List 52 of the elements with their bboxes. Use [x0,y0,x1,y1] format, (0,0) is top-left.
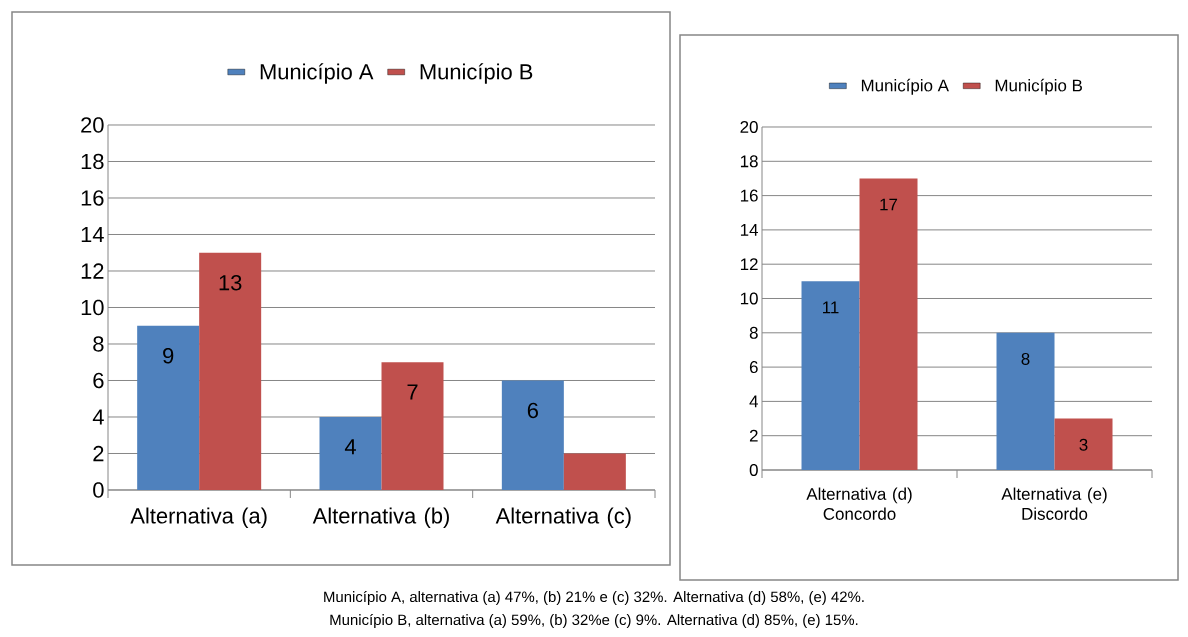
y-tick-label: 18 [81,153,104,170]
y-tick-label: 2 [749,429,758,442]
data-label: 17 [880,198,898,211]
y-tick-label: 14 [81,226,104,243]
text: Município A, alternativa (a) 47%, (b) 21% e (c) 32%. Alternativa (d) 58%, (e) 42%. [324,590,864,606]
y-tick-label: 6 [93,372,104,389]
y-tick-label: 6 [749,361,758,374]
legend-label: Município B [420,63,533,84]
y-tick-label: 8 [93,336,104,352]
bar [381,362,444,490]
y-tick-label: 12 [81,263,104,279]
data-label: 8 [1021,353,1030,365]
y-tick-label: 10 [81,299,104,316]
legend-label: Município B [995,78,1082,95]
text: Município B, alternativa (a) 59%, (b) 32%e (c) 9%. Alternativa (d) 85%, (e) 15%. [330,613,858,629]
y-tick-label: 20 [81,117,104,133]
y-tick-label: 12 [740,258,758,271]
bar [199,252,262,490]
y-tick-label: 4 [92,409,104,425]
legend-label: Município A [260,63,374,84]
x-tick-label: Alternativa (d) Concordo [806,487,912,520]
y-tick-label: 16 [81,190,104,206]
y-tick-label: 14 [740,224,758,236]
data-label: 13 [219,274,242,291]
y-tick-label: 18 [740,155,758,168]
y-tick-label: 2 [93,445,104,462]
data-label: 9 [163,347,174,364]
x-tick-label: Alternativa (b) [312,507,449,528]
bar [137,325,200,490]
y-tick-label: 20 [740,121,758,133]
bar [859,178,918,470]
data-label: 3 [1079,438,1088,451]
bar [501,380,564,490]
data-label: 7 [407,384,418,400]
data-label: 4 [344,439,356,455]
x-tick-label: Alternativa (a) [130,507,267,528]
data-label: 6 [527,402,538,419]
x-tick-label: Alternativa (e) Discordo [1001,487,1107,520]
bar [801,281,860,470]
y-tick-label: 16 [740,189,758,202]
bar [996,332,1055,470]
y-tick-label: 0 [749,464,758,476]
y-tick-label: 10 [740,292,758,305]
bar [319,417,382,490]
bar [1054,418,1113,470]
data-label: 11 [823,301,839,314]
legend-label: Município A [861,78,949,95]
y-tick-label: 4 [749,395,758,408]
x-tick-label: Alternativa (c) [495,507,631,528]
bar [563,453,626,490]
y-tick-label: 0 [93,482,104,498]
y-tick-label: 8 [749,326,758,339]
